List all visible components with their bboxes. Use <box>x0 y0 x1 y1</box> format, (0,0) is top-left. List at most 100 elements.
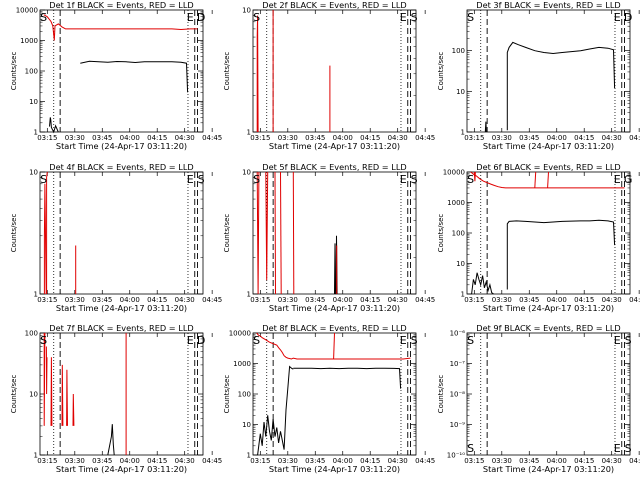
x-tick-label: 04:00 <box>333 457 353 465</box>
y-axis-label: Counts/sec <box>223 375 231 414</box>
lld-series-3 <box>534 171 537 188</box>
x-tick-label: 03:15 <box>250 457 270 465</box>
x-tick-label: 03:15 <box>464 457 484 465</box>
y-tick-label: 1 <box>34 129 38 137</box>
panel-title: Det 9f BLACK = Events, RED = LLD <box>476 323 620 333</box>
events-series-2 <box>257 365 294 456</box>
lld-series-1 <box>333 332 335 360</box>
detector-panel-3: Det 3f BLACK = Events, RED = LLD Start Ti… <box>437 0 640 151</box>
events-series-5 <box>334 243 337 295</box>
detector-panel-5: Det 5f BLACK = Events, RED = LLD Start Ti… <box>223 162 435 313</box>
lld-series-0 <box>256 332 411 360</box>
plot-frame <box>466 9 631 133</box>
detector-panel-7: Det 7f BLACK = Events, RED = LLD Start Ti… <box>10 323 222 474</box>
x-axis-label: Start Time (24-Apr-17 03:11:20) <box>269 303 400 313</box>
x-tick-label: 04:30 <box>602 457 622 465</box>
x-tick-label: 03:30 <box>65 134 85 142</box>
event-marker-letter: S <box>253 334 260 347</box>
events-series-0 <box>49 117 59 134</box>
event-marker-letter: E <box>187 334 194 347</box>
y-tick-label: 1 <box>461 291 465 299</box>
x-tick-label: 04:00 <box>120 457 140 465</box>
x-tick-label: 04:30 <box>388 134 408 142</box>
y-tick-label: 10⁻⁹ <box>450 421 466 429</box>
y-tick-label: 10000 <box>229 330 251 338</box>
y-tick-label: 100 <box>452 47 465 55</box>
detector-panel-4: Det 4f BLACK = Events, RED = LLD Start Ti… <box>10 162 222 313</box>
lld-series-1 <box>265 171 269 281</box>
lld-series-5 <box>72 393 75 426</box>
x-tick-label: 04:30 <box>175 296 195 304</box>
panel-title: Det 5f BLACK = Events, RED = LLD <box>262 162 406 172</box>
event-marker-letter: S <box>411 334 418 347</box>
x-tick-label: 04:15 <box>147 134 167 142</box>
y-axis-label: Counts/sec <box>10 375 18 414</box>
x-tick-label: 03:30 <box>278 457 298 465</box>
x-tick-label: 03:30 <box>492 134 512 142</box>
x-axis-label: Start Time (24-Apr-17 03:11:20) <box>56 303 187 313</box>
event-marker-letter: G <box>624 173 633 186</box>
x-tick-label: 03:30 <box>278 134 298 142</box>
detector-panel-1: Det 1f BLACK = Events, RED = LLD Start Ti… <box>10 0 222 151</box>
events-series-3 <box>293 367 402 389</box>
event-marker-letter: S <box>40 173 47 186</box>
event-marker-letter: S <box>467 334 474 347</box>
x-tick-label: 04:00 <box>547 457 567 465</box>
event-marker-letter: D <box>197 11 205 24</box>
y-axis-label: Counts/sec <box>437 52 445 91</box>
plot-frame <box>39 171 204 295</box>
detector-panel-9: Det 9f BLACK = Events, RED = LLD Start Ti… <box>437 323 640 474</box>
lld-series-3 <box>61 364 64 426</box>
x-tick-label: 03:45 <box>92 134 112 142</box>
x-tick-label: 03:15 <box>37 296 57 304</box>
x-tick-label: 03:15 <box>464 296 484 304</box>
lld-series-1 <box>46 171 48 294</box>
event-marker-letter: E <box>614 173 621 186</box>
event-marker-letter-bottom: S <box>467 442 474 455</box>
x-tick-label: 03:45 <box>519 134 539 142</box>
y-tick-label: 10 <box>29 169 38 177</box>
panel-title: Det 7f BLACK = Events, RED = LLD <box>49 323 193 333</box>
event-marker-letter-bottom: S <box>625 442 632 455</box>
x-tick-label: 04:30 <box>602 296 622 304</box>
y-tick-label: 1 <box>247 129 251 137</box>
event-marker-letter: S <box>253 11 260 24</box>
x-axis-label: Start Time (24-Apr-17 03:11:20) <box>56 141 187 151</box>
event-marker-letter: S <box>467 173 474 186</box>
detector-panels: Det 1f BLACK = Events, RED = LLD Start Ti… <box>10 0 640 474</box>
x-tick-label: 04:45 <box>629 134 640 142</box>
x-tick-label: 04:30 <box>388 457 408 465</box>
detector-panel-2: Det 2f BLACK = Events, RED = LLD Start Ti… <box>223 0 435 151</box>
lld-series-0 <box>43 183 47 295</box>
event-marker-letter: E <box>400 334 407 347</box>
y-tick-label: 100 <box>452 230 465 238</box>
event-marker-letter: S <box>411 11 418 24</box>
event-marker-letter: S <box>198 173 205 186</box>
x-tick-label: 04:00 <box>333 296 353 304</box>
y-tick-label: 10 <box>29 391 38 399</box>
x-tick-label: 04:30 <box>602 134 622 142</box>
event-marker-letter: E <box>400 11 407 24</box>
x-axis-label: Start Time (24-Apr-17 03:11:20) <box>483 464 614 474</box>
x-tick-label: 03:15 <box>37 457 57 465</box>
lld-series-0 <box>256 171 260 295</box>
event-marker-letter: E <box>187 173 194 186</box>
event-marker-letter: S <box>40 334 47 347</box>
x-tick-label: 03:45 <box>305 134 325 142</box>
x-tick-label: 03:45 <box>92 296 112 304</box>
y-tick-label: 10 <box>29 98 38 106</box>
y-axis-label: Counts/sec <box>437 214 445 253</box>
x-tick-label: 03:45 <box>305 296 325 304</box>
lld-series-0 <box>256 15 259 133</box>
x-tick-label: 03:45 <box>519 457 539 465</box>
x-tick-label: 04:15 <box>360 134 380 142</box>
x-tick-label: 04:15 <box>147 457 167 465</box>
y-tick-label: 10⁻⁸ <box>450 391 466 399</box>
plot-frame <box>252 9 417 133</box>
y-tick-label: 10 <box>456 260 465 268</box>
x-tick-label: 04:00 <box>547 134 567 142</box>
event-marker-letter: S <box>625 334 632 347</box>
x-tick-label: 04:15 <box>360 296 380 304</box>
x-tick-label: 03:30 <box>65 296 85 304</box>
